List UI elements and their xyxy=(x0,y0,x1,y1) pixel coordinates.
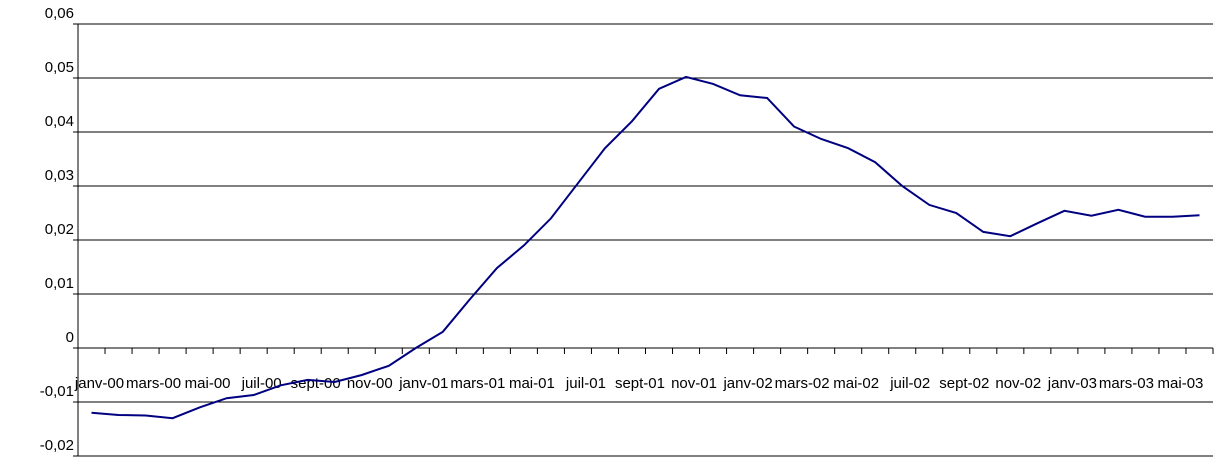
x-tick-label: juil-02 xyxy=(889,375,930,392)
y-tick-label: 0 xyxy=(66,329,74,346)
x-tick-label: janv-02 xyxy=(722,375,772,392)
x-tick-label: sept-01 xyxy=(615,375,665,392)
y-tick-label: 0,04 xyxy=(45,113,74,130)
y-tick-label: 0,05 xyxy=(45,59,74,76)
y-tick-label: -0,02 xyxy=(40,437,74,454)
x-tick-label: sept-00 xyxy=(291,375,341,392)
y-tick-label: 0,01 xyxy=(45,275,74,292)
x-tick-label: janv-00 xyxy=(74,375,124,392)
x-tick-label: mai-01 xyxy=(509,375,555,392)
y-tick-label: -0,01 xyxy=(40,383,74,400)
x-tick-label: janv-03 xyxy=(1047,375,1097,392)
y-tick-label: 0,06 xyxy=(45,5,74,22)
y-tick-label: 0,02 xyxy=(45,221,74,238)
line-series xyxy=(91,75,1200,420)
x-tick-label: mars-03 xyxy=(1099,375,1154,392)
x-tick-label: mai-00 xyxy=(185,375,231,392)
x-tick-label: juil-01 xyxy=(565,375,606,392)
x-tick-label: mai-03 xyxy=(1158,375,1204,392)
x-tick-label: nov-00 xyxy=(347,375,393,392)
x-tick-label: sept-02 xyxy=(939,375,989,392)
x-tick-label: janv-01 xyxy=(398,375,448,392)
x-tick-label: nov-02 xyxy=(995,375,1041,392)
x-tick-label: nov-01 xyxy=(671,375,717,392)
y-tick-label: 0,03 xyxy=(45,167,74,184)
x-tick-label: mars-02 xyxy=(775,375,830,392)
x-tick-label: mai-02 xyxy=(833,375,879,392)
x-tick-label: mars-01 xyxy=(450,375,505,392)
x-tick-label: mars-00 xyxy=(126,375,181,392)
x-tick-label: juil-00 xyxy=(241,375,282,392)
